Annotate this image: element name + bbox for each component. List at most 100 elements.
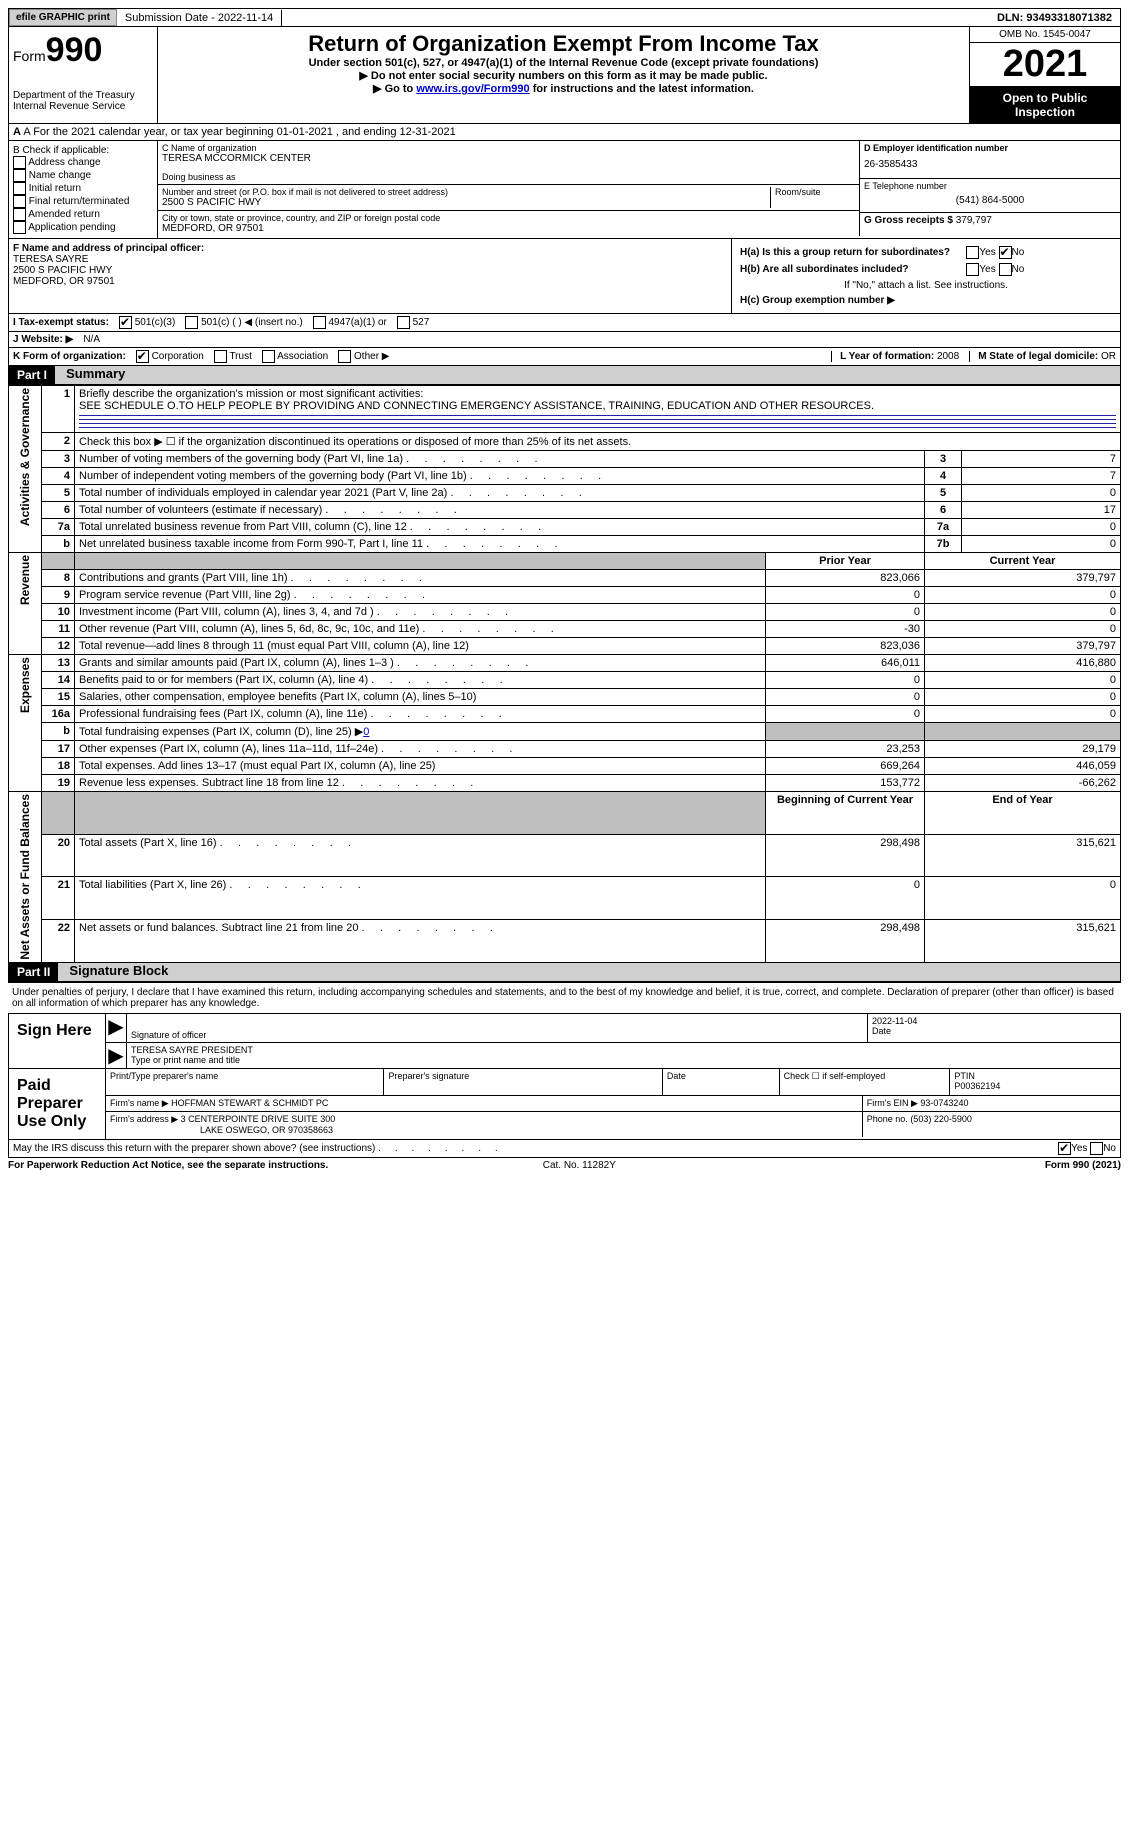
line-7a-label: Total unrelated business revenue from Pa…	[75, 519, 925, 536]
room-label: Room/suite	[775, 187, 855, 197]
tel-value: (541) 864-5000	[864, 191, 1116, 210]
chk-other[interactable]	[338, 350, 351, 363]
dba-label: Doing business as	[162, 172, 855, 182]
line-11-current: 0	[925, 621, 1121, 638]
line-17-label: Other expenses (Part IX, column (A), lin…	[75, 741, 766, 758]
dept-treasury: Department of the Treasury	[13, 90, 153, 101]
part-1-title: Summary	[58, 366, 125, 381]
chk-app-pending[interactable]: Application pending	[13, 221, 153, 234]
tel-label: E Telephone number	[864, 181, 1116, 191]
dln: DLN: 93493318071382	[989, 10, 1120, 26]
line-12-prior: 823,036	[766, 638, 925, 655]
year-formation: 2008	[937, 351, 959, 362]
footer-right: Form 990 (2021)	[1045, 1160, 1121, 1171]
block-b-c-d: B Check if applicable: Address change Na…	[8, 141, 1121, 239]
line-3-label: Number of voting members of the governin…	[75, 451, 925, 468]
top-bar: efile GRAPHIC print Submission Date - 20…	[8, 8, 1121, 27]
street-cell: Number and street (or P.O. box if mail i…	[158, 185, 859, 211]
tab-activities-governance: Activities & Governance	[9, 386, 42, 553]
chk-4947[interactable]	[313, 316, 326, 329]
line-15-current: 0	[925, 689, 1121, 706]
may-irs-yes[interactable]	[1058, 1142, 1071, 1155]
line-2: Check this box ▶ ☐ if the organization d…	[75, 433, 1121, 451]
hb-no[interactable]	[999, 263, 1012, 276]
row-j-website: J Website: ▶ N/A	[8, 332, 1121, 348]
line-10-prior: 0	[766, 604, 925, 621]
chk-trust[interactable]	[214, 350, 227, 363]
ein-cell: D Employer identification number 26-3585…	[860, 141, 1120, 179]
city-label: City or town, state or province, country…	[162, 213, 855, 223]
line-8-prior: 823,066	[766, 570, 925, 587]
chk-501c[interactable]	[185, 316, 198, 329]
year-formation-label: L Year of formation:	[840, 351, 934, 362]
line-21-prior: 0	[766, 877, 925, 920]
org-name-cell: C Name of organization TERESA MCCORMICK …	[158, 141, 859, 185]
chk-amended[interactable]: Amended return	[13, 208, 153, 221]
part-2-title: Signature Block	[61, 963, 168, 978]
may-irs-discuss-row: May the IRS discuss this return with the…	[8, 1140, 1121, 1158]
col-f-officer: F Name and address of principal officer:…	[9, 239, 732, 313]
form-number: Form990	[13, 31, 153, 70]
fundraising-link[interactable]: 0	[363, 726, 369, 738]
chk-assoc[interactable]	[262, 350, 275, 363]
line-22-label: Net assets or fund balances. Subtract li…	[75, 919, 766, 962]
tab-expenses: Expenses	[9, 655, 42, 792]
part-2-badge: Part II	[9, 963, 58, 981]
line-22-prior: 298,498	[766, 919, 925, 962]
may-irs-label: May the IRS discuss this return with the…	[13, 1143, 498, 1154]
ha-yes[interactable]	[966, 246, 979, 259]
line-7b-label: Net unrelated business taxable income fr…	[75, 536, 925, 553]
chk-527[interactable]	[397, 316, 410, 329]
eoy-header: End of Year	[925, 792, 1121, 835]
paid-preparer-label: Paid Preparer Use Only	[9, 1069, 106, 1139]
preparer-sig-cell: Preparer's signature	[384, 1069, 662, 1095]
chk-name-change[interactable]: Name change	[13, 169, 153, 182]
subtitle-3: Go to www.irs.gov/Form990 for instructio…	[162, 82, 965, 95]
hb-yes[interactable]	[966, 263, 979, 276]
line-4-label: Number of independent voting members of …	[75, 468, 925, 485]
line-22-current: 315,621	[925, 919, 1121, 962]
chk-final-return[interactable]: Final return/terminated	[13, 195, 153, 208]
chk-501c3[interactable]	[119, 316, 132, 329]
ha-no[interactable]	[999, 246, 1012, 259]
line-14-prior: 0	[766, 672, 925, 689]
line-15-prior: 0	[766, 689, 925, 706]
omb-number: OMB No. 1545-0047	[970, 27, 1120, 43]
col-b-title: B Check if applicable:	[13, 145, 153, 156]
may-irs-no[interactable]	[1090, 1142, 1103, 1155]
ein-value: 26-3585433	[864, 153, 1116, 176]
chk-address-change[interactable]: Address change	[13, 156, 153, 169]
footer-left: For Paperwork Reduction Act Notice, see …	[8, 1160, 328, 1171]
city-cell: City or town, state or province, country…	[158, 211, 859, 236]
col-h-group: H(a) Is this a group return for subordin…	[732, 239, 1120, 313]
sig-date-cell: 2022-11-04Date	[868, 1014, 1120, 1042]
line-9-label: Program service revenue (Part VIII, line…	[75, 587, 766, 604]
sig-arrow-icon-2: ▶	[106, 1043, 127, 1068]
efile-print-button[interactable]: efile GRAPHIC print	[9, 9, 117, 26]
line-21-label: Total liabilities (Part X, line 26)	[75, 877, 766, 920]
form990-link[interactable]: www.irs.gov/Form990	[416, 83, 529, 95]
firm-ein-cell: Firm's EIN ▶ 93-0743240	[863, 1096, 1120, 1111]
form-org-label: K Form of organization:	[13, 351, 126, 362]
line-9-prior: 0	[766, 587, 925, 604]
line-1: Briefly describe the organization's miss…	[75, 386, 1121, 433]
paid-preparer-block: Paid Preparer Use Only Print/Type prepar…	[8, 1069, 1121, 1140]
line-11-label: Other revenue (Part VIII, column (A), li…	[75, 621, 766, 638]
line-16b-current	[925, 723, 1121, 741]
gross-value: 379,797	[956, 215, 992, 226]
chk-initial-return[interactable]: Initial return	[13, 182, 153, 195]
firm-address-cell: Firm's address ▶ 3 CENTERPOINTE DRIVE SU…	[106, 1112, 863, 1137]
line-21-current: 0	[925, 877, 1121, 920]
line-16a-current: 0	[925, 706, 1121, 723]
page-footer: For Paperwork Reduction Act Notice, see …	[8, 1158, 1121, 1171]
tab-revenue: Revenue	[9, 553, 42, 655]
street-value: 2500 S PACIFIC HWY	[162, 197, 766, 208]
footer-mid: Cat. No. 11282Y	[543, 1160, 616, 1171]
row-a-calendar-year: A A For the 2021 calendar year, or tax y…	[8, 124, 1121, 141]
mission-text: SEE SCHEDULE O.TO HELP PEOPLE BY PROVIDI…	[79, 400, 874, 412]
line-17-prior: 23,253	[766, 741, 925, 758]
chk-corp[interactable]	[136, 350, 149, 363]
summary-table: Activities & Governance 1 Briefly descri…	[8, 385, 1121, 963]
line-20-current: 315,621	[925, 834, 1121, 877]
subtitle-2: Do not enter social security numbers on …	[162, 69, 965, 82]
